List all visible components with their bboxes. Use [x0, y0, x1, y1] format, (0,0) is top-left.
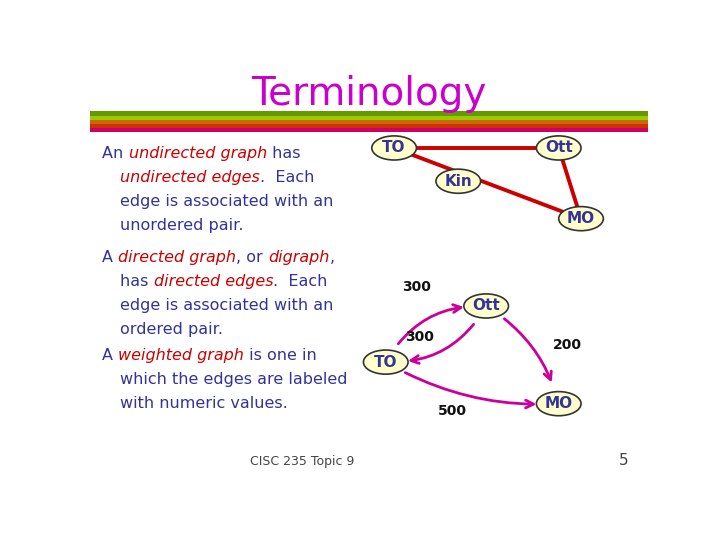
Text: ,: ,	[330, 250, 335, 265]
Text: , or: , or	[236, 250, 269, 265]
Ellipse shape	[436, 169, 481, 193]
Text: undirected graph: undirected graph	[129, 146, 267, 161]
Bar	[90, 120, 648, 124]
Bar	[90, 128, 648, 132]
Text: .  Each: . Each	[274, 274, 328, 289]
Text: MO: MO	[544, 396, 573, 411]
Text: edge is associated with an: edge is associated with an	[120, 194, 333, 209]
Text: 200: 200	[552, 339, 582, 353]
Text: Kin: Kin	[444, 174, 472, 188]
Text: Ott: Ott	[472, 299, 500, 313]
Text: CISC 235 Topic 9: CISC 235 Topic 9	[250, 455, 354, 468]
Text: undirected edges: undirected edges	[120, 170, 260, 185]
Text: is one in: is one in	[244, 348, 317, 362]
Text: ordered pair.: ordered pair.	[120, 322, 223, 337]
Bar	[90, 111, 648, 116]
Text: A: A	[102, 250, 118, 265]
Text: .  Each: . Each	[260, 170, 315, 185]
Text: directed graph: directed graph	[118, 250, 236, 265]
Text: TO: TO	[374, 355, 397, 369]
Bar	[90, 124, 648, 128]
Ellipse shape	[464, 294, 508, 318]
Text: which the edges are labeled: which the edges are labeled	[120, 372, 348, 387]
Ellipse shape	[372, 136, 416, 160]
FancyArrowPatch shape	[411, 325, 474, 363]
Text: TO: TO	[382, 140, 406, 156]
Ellipse shape	[536, 136, 581, 160]
Text: Terminology: Terminology	[251, 75, 487, 113]
Text: MO: MO	[567, 211, 595, 226]
Ellipse shape	[364, 350, 408, 374]
Text: has: has	[267, 146, 300, 161]
Text: Ott: Ott	[545, 140, 572, 156]
Ellipse shape	[559, 207, 603, 231]
FancyArrowPatch shape	[504, 319, 552, 380]
Text: A: A	[102, 348, 118, 362]
Text: digraph: digraph	[269, 250, 330, 265]
Text: 300: 300	[402, 280, 431, 294]
Text: weighted graph: weighted graph	[118, 348, 244, 362]
Text: 300: 300	[405, 330, 433, 344]
Text: unordered pair.: unordered pair.	[120, 218, 243, 233]
Ellipse shape	[536, 392, 581, 416]
Text: directed edges: directed edges	[153, 274, 274, 289]
FancyArrowPatch shape	[405, 373, 534, 408]
Text: with numeric values.: with numeric values.	[120, 396, 288, 411]
FancyArrowPatch shape	[398, 305, 461, 344]
Text: An: An	[102, 146, 129, 161]
Text: has: has	[120, 274, 153, 289]
Text: 5: 5	[619, 453, 629, 468]
Text: 500: 500	[438, 404, 467, 418]
Text: edge is associated with an: edge is associated with an	[120, 298, 333, 313]
Bar	[90, 116, 648, 120]
